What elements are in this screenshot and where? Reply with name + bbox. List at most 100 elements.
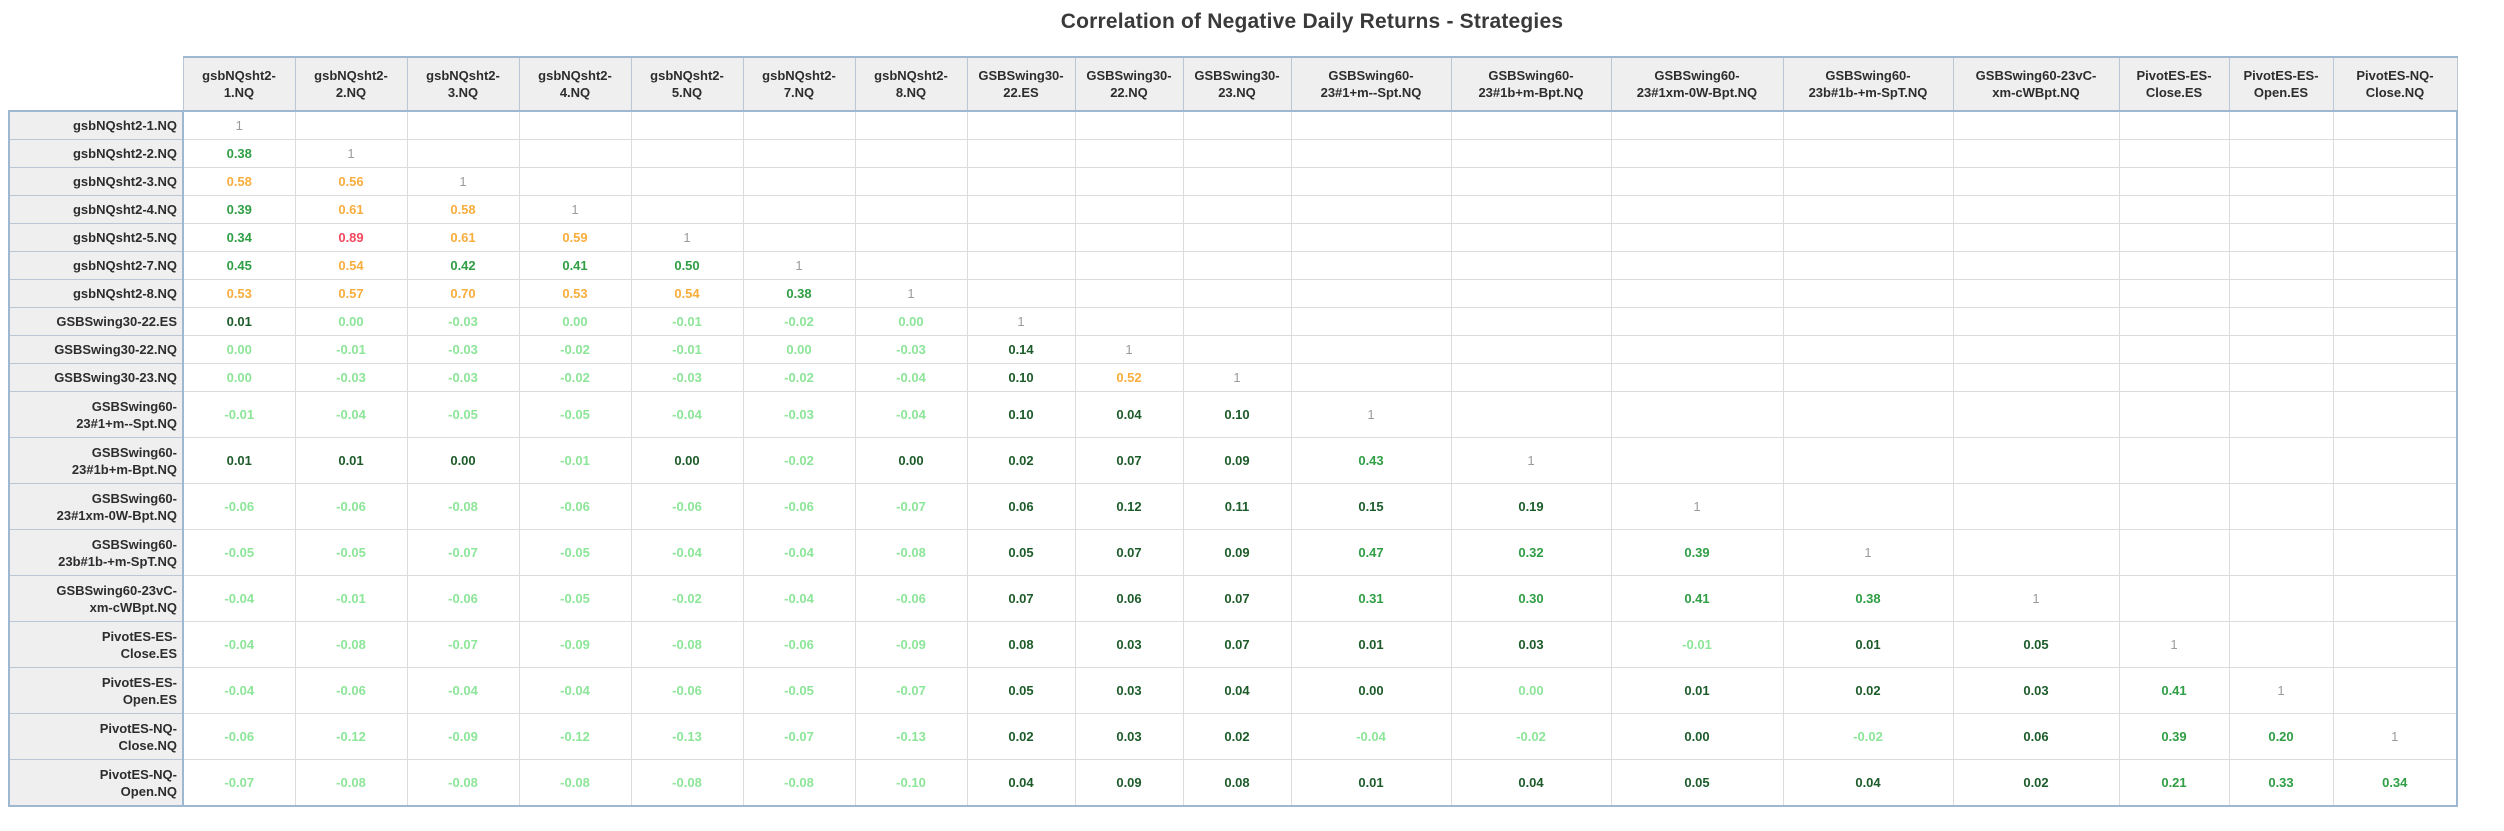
matrix-cell: 0.58 (406, 195, 520, 224)
empty-cell (2228, 621, 2334, 668)
matrix-cell: 1 (294, 139, 408, 168)
matrix-header: gsbNQsht2- 1.NQ gsbNQsht2- 2.NQ gsbNQsht2-… (9, 56, 2458, 112)
empty-cell (1610, 279, 1784, 308)
empty-cell (2332, 575, 2458, 622)
empty-cell (2332, 195, 2458, 224)
matrix-cell: 0.00 (182, 363, 296, 392)
empty-cell (2332, 110, 2458, 140)
row-label: PivotES-NQ- Open.NQ (8, 759, 184, 807)
matrix-cell: -0.07 (406, 621, 520, 668)
empty-cell (1290, 307, 1452, 336)
row-label: gsbNQsht2-7.NQ (8, 251, 184, 280)
header-row: gsbNQsht2- 1.NQ gsbNQsht2- 2.NQ gsbNQsht2-… (9, 56, 2458, 112)
matrix-cell: 0.39 (182, 195, 296, 224)
empty-cell (2228, 279, 2334, 308)
empty-cell (2332, 279, 2458, 308)
column-header-GSBSwing60-23#1xm-0W-Bpt.NQ: GSBSwing60- 23#1xm-0W-Bpt.NQ (1610, 56, 1784, 112)
matrix-cell: -0.04 (630, 391, 744, 438)
empty-cell (630, 110, 744, 140)
matrix-cell: -0.05 (406, 391, 520, 438)
matrix-cell: 0.07 (966, 575, 1076, 622)
empty-cell (1782, 391, 1954, 438)
matrix-cell: 0.39 (2118, 713, 2230, 760)
empty-cell (1074, 279, 1184, 308)
matrix-row-gsbNQsht2-4.NQ: gsbNQsht2-4.NQ 0.39 0.61 0.58 1 (8, 195, 2458, 224)
empty-cell (1074, 223, 1184, 252)
matrix-cell: 0.58 (182, 167, 296, 196)
matrix-cell: 0.89 (294, 223, 408, 252)
matrix-cell: 1 (2118, 621, 2230, 668)
matrix-cell: 1 (406, 167, 520, 196)
matrix-cell: 0.01 (1610, 667, 1784, 714)
matrix-cell: 0.03 (1952, 667, 2120, 714)
matrix-cell: 0.32 (1450, 529, 1612, 576)
matrix-cell: 0.34 (2332, 759, 2458, 807)
column-header-GSBSwing60-23b#1b-+m-SpT.NQ: GSBSwing60- 23b#1b-+m-SpT.NQ (1782, 56, 1954, 112)
empty-cell (1450, 391, 1612, 438)
matrix-cell: 1 (2332, 713, 2458, 760)
empty-cell (966, 110, 1076, 140)
matrix-cell: 0.00 (742, 335, 856, 364)
matrix-cell: 0.38 (742, 279, 856, 308)
empty-cell (2332, 437, 2458, 484)
matrix-cell: 0.02 (1182, 713, 1292, 760)
matrix-row-GSBSwing60-23#1+m--Spt.NQ: GSBSwing60- 23#1+m--Spt.NQ -0.01 -0.04 -0.0… (8, 391, 2458, 438)
empty-cell (2228, 335, 2334, 364)
row-label: GSBSwing60- 23#1+m--Spt.NQ (8, 391, 184, 438)
empty-cell (2228, 251, 2334, 280)
column-header-PivotES-ES-Open.ES: PivotES-ES- Open.ES (2228, 56, 2334, 112)
matrix-cell: -0.01 (294, 575, 408, 622)
empty-cell (1290, 335, 1452, 364)
matrix-cell: -0.02 (518, 363, 632, 392)
matrix-cell: -0.04 (854, 363, 968, 392)
column-header-gsbNQsht2-3.NQ: gsbNQsht2- 3.NQ (406, 56, 520, 112)
matrix-row-gsbNQsht2-2.NQ: gsbNQsht2-2.NQ 0.38 1 (8, 139, 2458, 168)
matrix-cell: -0.03 (406, 335, 520, 364)
matrix-cell: -0.13 (854, 713, 968, 760)
empty-cell (966, 279, 1076, 308)
empty-cell (1450, 335, 1612, 364)
matrix-cell: -0.10 (854, 759, 968, 807)
matrix-cell: 0.00 (1610, 713, 1784, 760)
empty-cell (2332, 223, 2458, 252)
matrix-cell: 0.00 (1450, 667, 1612, 714)
empty-cell (1182, 139, 1292, 168)
empty-cell (1182, 110, 1292, 140)
matrix-cell: -0.06 (518, 483, 632, 530)
matrix-cell: -0.04 (518, 667, 632, 714)
matrix-cell: 0.04 (1782, 759, 1954, 807)
empty-cell (2118, 139, 2230, 168)
column-header-PivotES-ES-Close.ES: PivotES-ES- Close.ES (2118, 56, 2230, 112)
column-header-GSBSwing60-23#1+m--Spt.NQ: GSBSwing60- 23#1+m--Spt.NQ (1290, 56, 1452, 112)
matrix-cell: 0.20 (2228, 713, 2334, 760)
empty-cell (742, 167, 856, 196)
matrix-cell: -0.03 (854, 335, 968, 364)
matrix-cell: -0.01 (1610, 621, 1784, 668)
row-label: GSBSwing60-23vC- xm-cWBpt.NQ (8, 575, 184, 622)
row-label: GSBSwing60- 23#1b+m-Bpt.NQ (8, 437, 184, 484)
empty-cell (1782, 363, 1954, 392)
empty-cell (966, 251, 1076, 280)
matrix-cell: 0.45 (182, 251, 296, 280)
matrix-cell: 1 (1450, 437, 1612, 484)
empty-cell (1782, 483, 1954, 530)
empty-cell (1782, 139, 1954, 168)
empty-cell (2118, 335, 2230, 364)
empty-cell (2118, 529, 2230, 576)
empty-cell (1610, 251, 1784, 280)
matrix-cell: -0.02 (1782, 713, 1954, 760)
matrix-cell: 1 (1290, 391, 1452, 438)
matrix-cell: 0.38 (1782, 575, 1954, 622)
empty-cell (742, 139, 856, 168)
empty-cell (2332, 363, 2458, 392)
matrix-cell: -0.05 (518, 391, 632, 438)
matrix-cell: -0.08 (630, 759, 744, 807)
empty-cell (1952, 391, 2120, 438)
row-label: gsbNQsht2-2.NQ (8, 139, 184, 168)
empty-cell (1610, 391, 1784, 438)
empty-cell (2228, 575, 2334, 622)
empty-cell (1290, 195, 1452, 224)
matrix-cell: 1 (1782, 529, 1954, 576)
empty-cell (2118, 437, 2230, 484)
empty-cell (1074, 307, 1184, 336)
